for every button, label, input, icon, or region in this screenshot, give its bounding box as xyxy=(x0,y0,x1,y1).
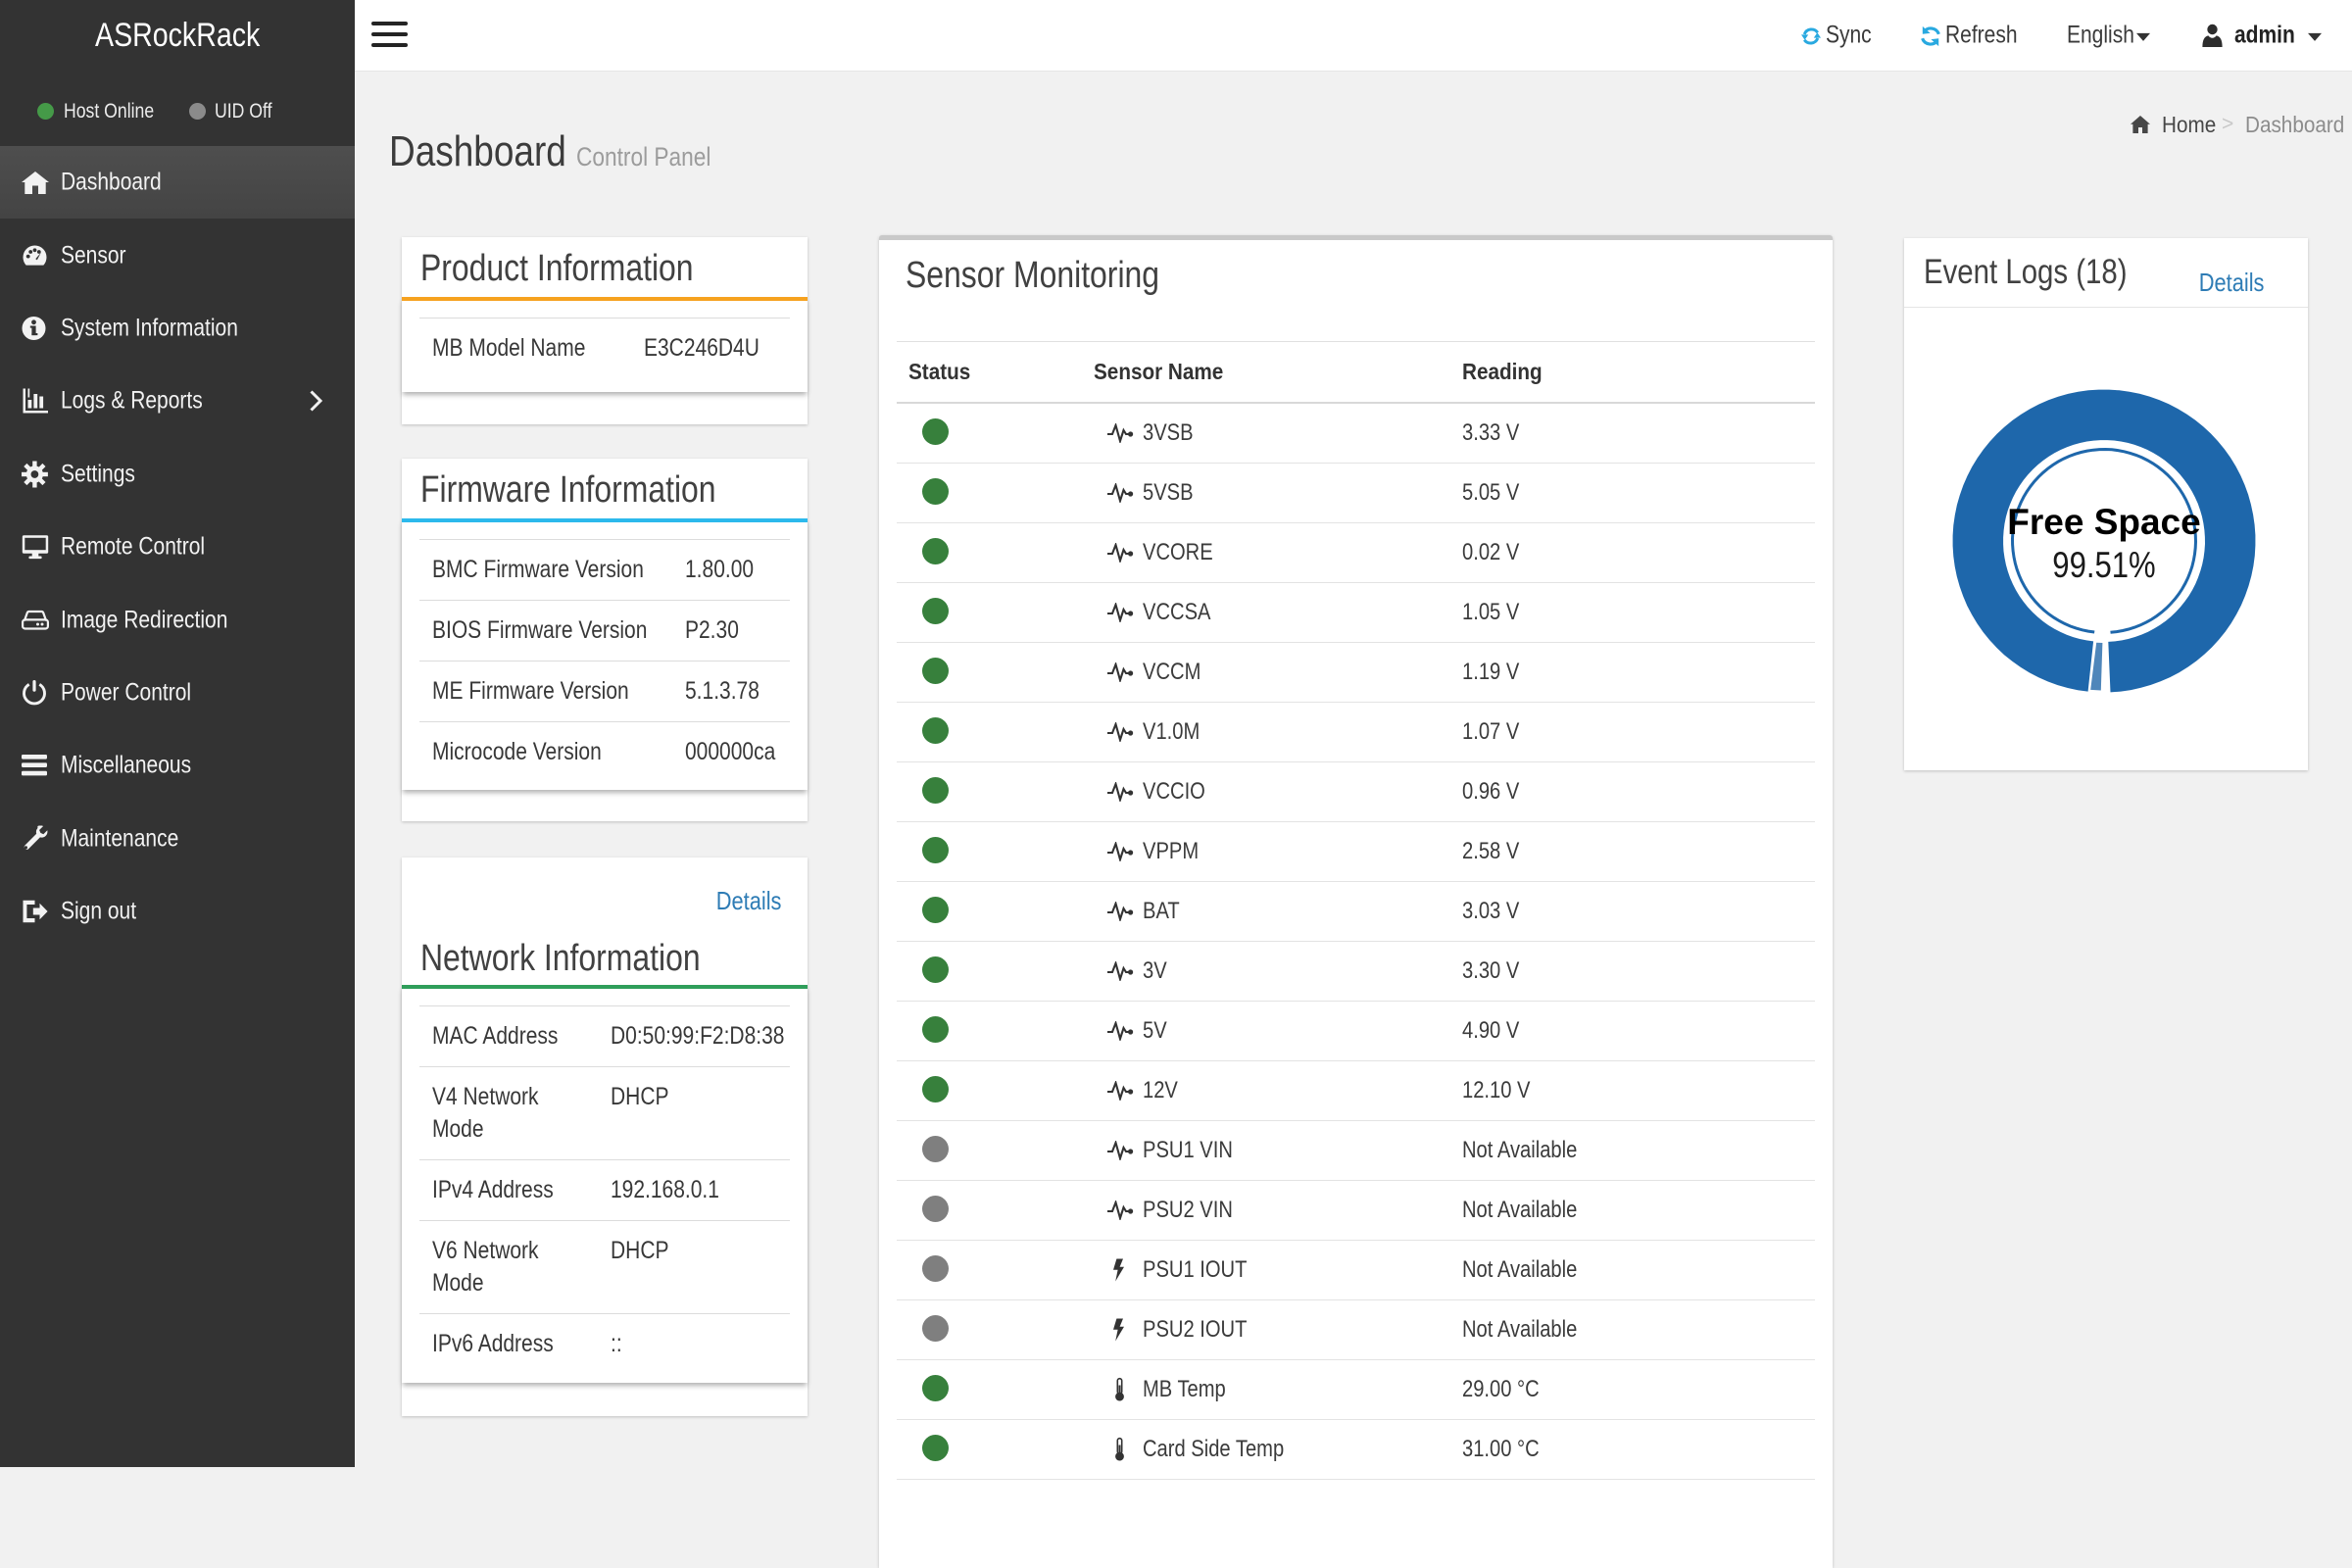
svg-text:Free Space: Free Space xyxy=(2007,502,2200,542)
svg-text:99.51%: 99.51% xyxy=(2052,546,2155,586)
